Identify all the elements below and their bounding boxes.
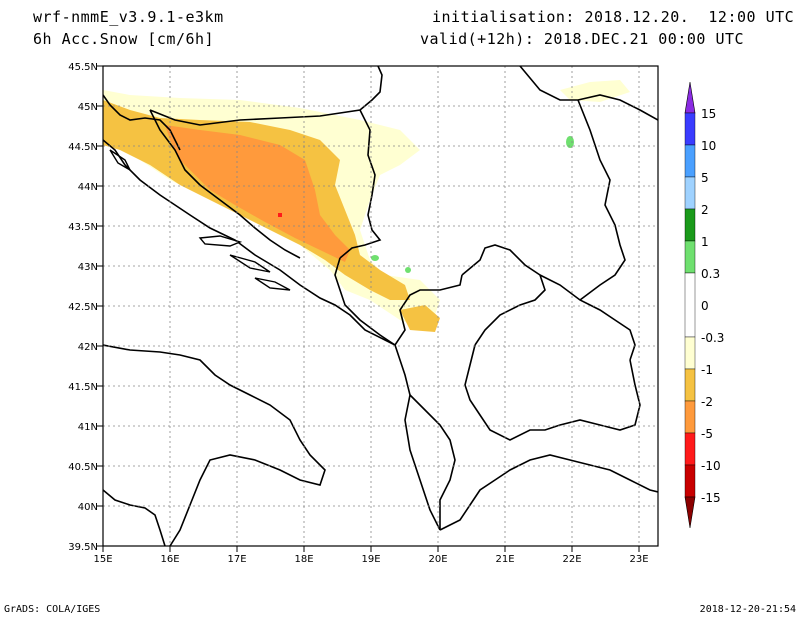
lat-label: 45N (78, 102, 98, 113)
lat-label: 41.5N (68, 382, 98, 393)
border-albania-greece (409, 394, 456, 530)
snow-spot-green-2 (371, 255, 379, 261)
lon-label: 17E (227, 554, 246, 565)
colorbar: 15 10 5 2 1 0.3 0 -0.3 -1 -2 -5 -10 -15 (684, 81, 724, 529)
lon-labels: 15E 16E 17E 18E 19E 20E 21E 22E 23E (93, 554, 648, 565)
colorbar-cell (684, 208, 696, 242)
lat-label: 44.5N (68, 142, 98, 153)
snow-area-light-east (560, 80, 630, 102)
lat-label: 39.5N (68, 542, 98, 553)
lon-label: 20E (428, 554, 447, 565)
border-macedonia-bulgaria (539, 274, 636, 361)
colorbar-label: -10 (701, 459, 721, 473)
colorbar-label: 10 (701, 139, 716, 153)
colorbar-label: 1 (701, 235, 709, 249)
border-serbia-romania (519, 66, 658, 121)
colorbar-cell (684, 176, 696, 210)
border-bosnia-serbia (339, 109, 382, 259)
map-area (103, 66, 658, 546)
model-title: wrf-nmmE_v3.9.1-e3km (33, 8, 224, 26)
valid-time: valid(+12h): 2018.DEC.21 00:00 UTC (420, 30, 745, 48)
colorbar-cell (684, 464, 696, 498)
colorbar-cell (684, 272, 696, 338)
border-greece (439, 454, 658, 531)
colorbar-label: -1 (701, 363, 713, 377)
colorbar-label: 5 (701, 171, 709, 185)
colorbar-top-arrow (684, 81, 696, 114)
border-croatia-bosnia (149, 66, 383, 126)
lat-label: 41N (78, 422, 98, 433)
snow-spot-green-3 (405, 267, 411, 273)
lon-label: 16E (160, 554, 179, 565)
colorbar-cell (684, 144, 696, 178)
island-4 (109, 149, 132, 172)
lat-labels: 45.5N 45N 44.5N 44N 43.5N 43N 42.5N 42N … (68, 62, 98, 553)
lat-label: 40N (78, 502, 98, 513)
coastline-italy-heel (103, 489, 166, 546)
lon-label: 23E (629, 554, 648, 565)
lon-label: 22E (562, 554, 581, 565)
island-2 (229, 254, 271, 273)
colorbar-cell (684, 400, 696, 434)
lat-label: 42N (78, 342, 98, 353)
footer-credit: GrADS: COLA/IGES (4, 604, 101, 615)
lon-label: 15E (93, 554, 112, 565)
colorbar-label: 0.3 (701, 267, 720, 281)
border-montenegro (334, 257, 463, 347)
snow-area-yellow-south (400, 305, 440, 332)
island-1 (198, 235, 243, 247)
colorbar-label: -15 (701, 491, 721, 505)
colorbar-label: 0 (701, 299, 709, 313)
lat-label: 40.5N (68, 462, 98, 473)
colorbar-cell (684, 240, 696, 274)
border-serbia-bulgaria (577, 99, 626, 301)
colorbar-labels: 15 10 5 2 1 0.3 0 -0.3 -1 -2 -5 -10 -15 (701, 107, 724, 505)
coastline-dalmatia (103, 139, 441, 531)
lat-label: 42.5N (68, 302, 98, 313)
border-albania-macedonia (464, 344, 641, 441)
coastline-italy (103, 344, 326, 546)
island-3 (254, 277, 291, 291)
lat-label: 43.5N (68, 222, 98, 233)
lon-label: 21E (495, 554, 514, 565)
field-title: 6h Acc.Snow [cm/6h] (33, 30, 215, 48)
colorbar-bottom-arrow (684, 496, 696, 529)
colorbar-label: 15 (701, 107, 716, 121)
colorbar-label: 2 (701, 203, 709, 217)
lat-label: 43N (78, 262, 98, 273)
border-serbia-kosovo (461, 244, 546, 346)
colorbar-cell (684, 336, 696, 370)
snow-max-point (278, 213, 282, 217)
tick-marks (97, 65, 640, 552)
initialisation-time: initialisation: 2018.12.20. 12:00 UTC (432, 8, 795, 26)
snow-spot-green-1 (566, 136, 574, 148)
colorbar-label: -0.3 (701, 331, 724, 345)
colorbar-label: -2 (701, 395, 713, 409)
lat-label: 44N (78, 182, 98, 193)
lon-label: 19E (361, 554, 380, 565)
lat-label: 45.5N (68, 62, 98, 73)
colorbar-label: -5 (701, 427, 713, 441)
colorbar-cell (684, 432, 696, 466)
border-bosnia-west (149, 109, 301, 259)
colorbar-cell (684, 368, 696, 402)
lon-label: 18E (294, 554, 313, 565)
footer-timestamp: 2018-12-20-21:54 (699, 604, 796, 615)
coastline-istria (103, 94, 181, 151)
gridlines (103, 66, 658, 546)
colorbar-cell (684, 112, 696, 146)
